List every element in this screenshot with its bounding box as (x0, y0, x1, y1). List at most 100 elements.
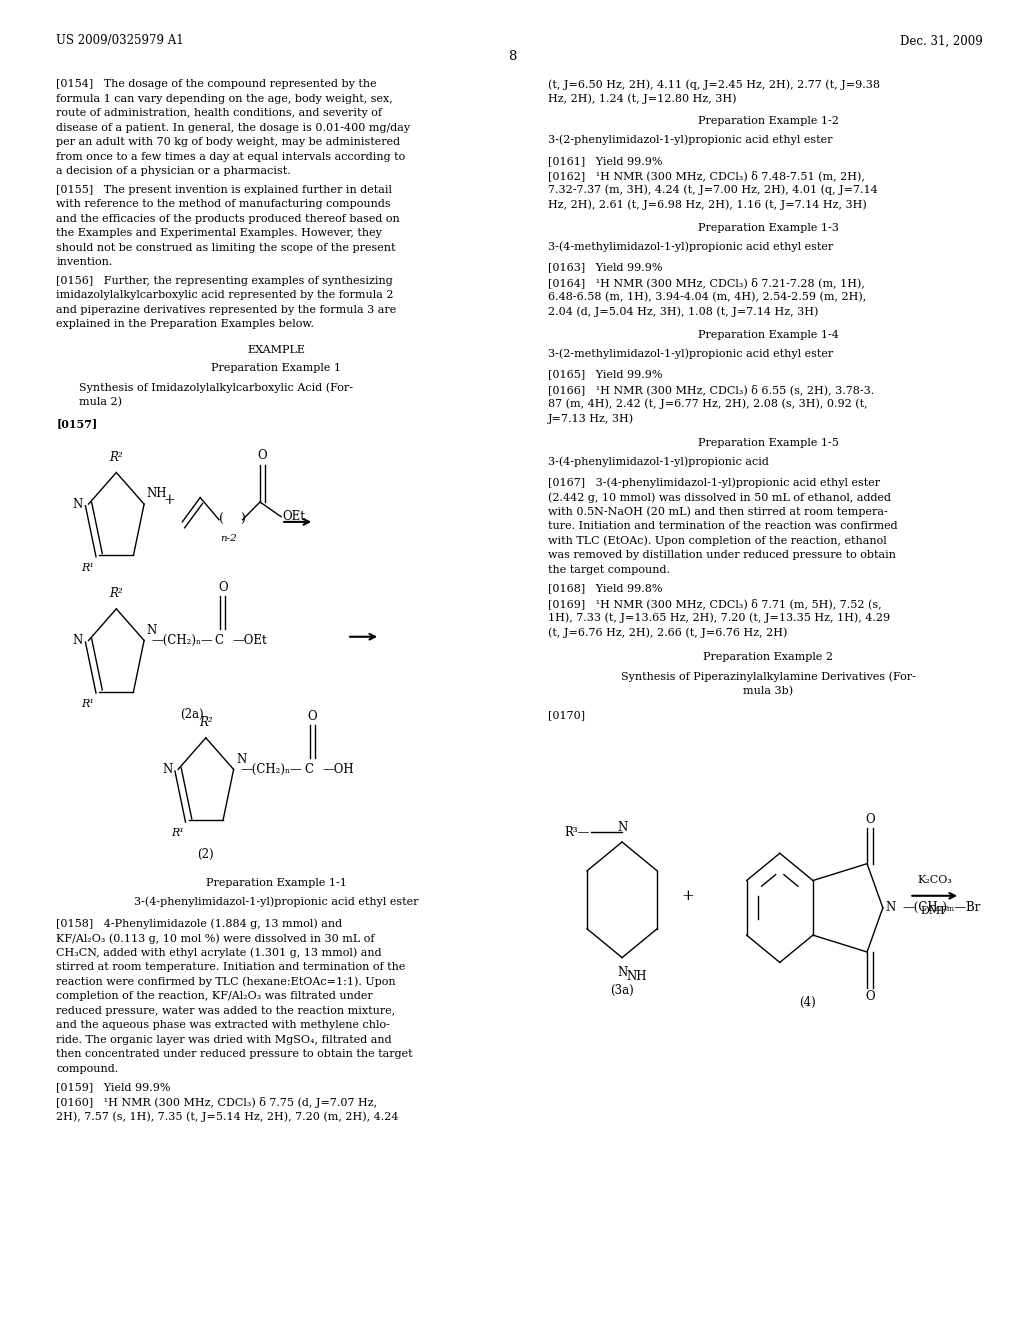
Text: —(CH₂)ₙ—: —(CH₂)ₙ— (152, 634, 213, 647)
Text: with reference to the method of manufacturing compounds: with reference to the method of manufact… (56, 199, 391, 210)
Text: [0159]   Yield 99.9%: [0159] Yield 99.9% (56, 1082, 171, 1093)
Text: R³—: R³— (564, 826, 590, 838)
Text: [0155]   The present invention is explained further in detail: [0155] The present invention is explaine… (56, 185, 392, 195)
Text: 3-(2-phenylimidazol-1-yl)propionic acid ethyl ester: 3-(2-phenylimidazol-1-yl)propionic acid … (548, 135, 833, 145)
Text: a decision of a physician or a pharmacist.: a decision of a physician or a pharmacis… (56, 166, 291, 177)
Text: stirred at room temperature. Initiation and termination of the: stirred at room temperature. Initiation … (56, 962, 406, 973)
Text: C: C (215, 634, 224, 647)
Text: mula 3b): mula 3b) (743, 686, 793, 697)
Text: (t, J=6.50 Hz, 2H), 4.11 (q, J=2.45 Hz, 2H), 2.77 (t, J=9.38: (t, J=6.50 Hz, 2H), 4.11 (q, J=2.45 Hz, … (548, 79, 880, 90)
Text: completion of the reaction, KF/Al₂O₃ was filtrated under: completion of the reaction, KF/Al₂O₃ was… (56, 991, 373, 1002)
Text: Hz, 2H), 2.61 (t, J=6.98 Hz, 2H), 1.16 (t, J=7.14 Hz, 3H): Hz, 2H), 2.61 (t, J=6.98 Hz, 2H), 1.16 (… (548, 199, 866, 210)
Text: from once to a few times a day at equal intervals according to: from once to a few times a day at equal … (56, 152, 406, 162)
Text: 3-(4-phenylimidazol-1-yl)propionic acid: 3-(4-phenylimidazol-1-yl)propionic acid (548, 457, 769, 467)
Text: explained in the Preparation Examples below.: explained in the Preparation Examples be… (56, 319, 314, 330)
Text: should not be construed as limiting the scope of the present: should not be construed as limiting the … (56, 243, 396, 253)
Text: [0163]   Yield 99.9%: [0163] Yield 99.9% (548, 263, 663, 273)
Text: [0166]   ¹H NMR (300 MHz, CDCl₃) δ 6.55 (s, 2H), 3.78-3.: [0166] ¹H NMR (300 MHz, CDCl₃) δ 6.55 (s… (548, 384, 874, 395)
Text: Preparation Example 1-1: Preparation Example 1-1 (206, 878, 347, 888)
Text: Preparation Example 1-4: Preparation Example 1-4 (697, 330, 839, 341)
Text: 2.04 (d, J=5.04 Hz, 3H), 1.08 (t, J=7.14 Hz, 3H): 2.04 (d, J=5.04 Hz, 3H), 1.08 (t, J=7.14… (548, 306, 818, 317)
Text: [0154]   The dosage of the compound represented by the: [0154] The dosage of the compound repres… (56, 79, 377, 90)
Text: NH: NH (627, 970, 647, 982)
Text: —(CH₂)ₘ—Br: —(CH₂)ₘ—Br (902, 902, 980, 915)
Text: (: ( (219, 513, 224, 527)
Text: with TLC (EtOAc). Upon completion of the reaction, ethanol: with TLC (EtOAc). Upon completion of the… (548, 536, 887, 546)
Text: O: O (218, 581, 227, 594)
Text: invention.: invention. (56, 257, 113, 268)
Text: 1H), 7.33 (t, J=13.65 Hz, 2H), 7.20 (t, J=13.35 Hz, 1H), 4.29: 1H), 7.33 (t, J=13.65 Hz, 2H), 7.20 (t, … (548, 612, 890, 623)
Text: 7.32-7.37 (m, 3H), 4.24 (t, J=7.00 Hz, 2H), 4.01 (q, J=7.14: 7.32-7.37 (m, 3H), 4.24 (t, J=7.00 Hz, 2… (548, 185, 878, 195)
Text: with 0.5N-NaOH (20 mL) and then stirred at room tempera-: with 0.5N-NaOH (20 mL) and then stirred … (548, 507, 888, 517)
Text: EXAMPLE: EXAMPLE (248, 345, 305, 355)
Text: and the efficacies of the products produced thereof based on: and the efficacies of the products produ… (56, 214, 400, 224)
Text: R²: R² (199, 715, 213, 729)
Text: [0156]   Further, the representing examples of synthesizing: [0156] Further, the representing example… (56, 276, 393, 286)
Text: —OEt: —OEt (232, 634, 267, 647)
Text: disease of a patient. In general, the dosage is 0.01-400 mg/day: disease of a patient. In general, the do… (56, 123, 411, 133)
Text: Preparation Example 2: Preparation Example 2 (703, 652, 833, 663)
Text: R¹: R¹ (171, 828, 184, 838)
Text: 6.48-6.58 (m, 1H), 3.94-4.04 (m, 4H), 2.54-2.59 (m, 2H),: 6.48-6.58 (m, 1H), 3.94-4.04 (m, 4H), 2.… (548, 292, 866, 302)
Text: formula 1 can vary depending on the age, body weight, sex,: formula 1 can vary depending on the age,… (56, 94, 393, 104)
Text: [0164]   ¹H NMR (300 MHz, CDCl₃) δ 7.21-7.28 (m, 1H),: [0164] ¹H NMR (300 MHz, CDCl₃) δ 7.21-7.… (548, 277, 864, 288)
Text: US 2009/0325979 A1: US 2009/0325979 A1 (56, 34, 184, 48)
Text: N: N (73, 498, 83, 511)
Text: Preparation Example 1-5: Preparation Example 1-5 (697, 438, 839, 449)
Text: (3a): (3a) (610, 985, 634, 997)
Text: OEt: OEt (283, 511, 305, 523)
Text: [0158]   4-Phenylimidazole (1.884 g, 13 mmol) and: [0158] 4-Phenylimidazole (1.884 g, 13 mm… (56, 919, 342, 929)
Text: 3-(4-phenylimidazol-1-yl)propionic acid ethyl ester: 3-(4-phenylimidazol-1-yl)propionic acid … (134, 896, 419, 907)
Text: and piperazine derivatives represented by the formula 3 are: and piperazine derivatives represented b… (56, 305, 396, 315)
Text: Preparation Example 1-3: Preparation Example 1-3 (697, 223, 839, 234)
Text: mula 2): mula 2) (79, 397, 122, 408)
Text: Synthesis of Imidazolylalkylcarboxylic Acid (For-: Synthesis of Imidazolylalkylcarboxylic A… (79, 383, 353, 393)
Text: ture. Initiation and termination of the reaction was confirmed: ture. Initiation and termination of the … (548, 521, 897, 532)
Text: (2a): (2a) (180, 708, 204, 721)
Text: 2H), 7.57 (s, 1H), 7.35 (t, J=5.14 Hz, 2H), 7.20 (m, 2H), 4.24: 2H), 7.57 (s, 1H), 7.35 (t, J=5.14 Hz, 2… (56, 1111, 398, 1122)
Text: [0157]: [0157] (56, 418, 97, 429)
Text: (2): (2) (198, 847, 214, 861)
Text: Hz, 2H), 1.24 (t, J=12.80 Hz, 3H): Hz, 2H), 1.24 (t, J=12.80 Hz, 3H) (548, 94, 736, 104)
Text: n-2: n-2 (220, 535, 237, 544)
Text: R¹: R¹ (82, 698, 94, 709)
Text: R¹: R¹ (82, 562, 94, 573)
Text: +: + (164, 494, 175, 507)
Text: N: N (885, 902, 895, 915)
Text: N: N (236, 752, 246, 766)
Text: compound.: compound. (56, 1064, 119, 1074)
Text: NH: NH (146, 487, 167, 500)
Text: the target compound.: the target compound. (548, 565, 670, 576)
Text: R²: R² (110, 587, 123, 601)
Text: and the aqueous phase was extracted with methylene chlo-: and the aqueous phase was extracted with… (56, 1020, 390, 1031)
Text: O: O (865, 813, 874, 826)
Text: per an adult with 70 kg of body weight, may be administered: per an adult with 70 kg of body weight, … (56, 137, 400, 148)
Text: [0165]   Yield 99.9%: [0165] Yield 99.9% (548, 370, 663, 380)
Text: ): ) (240, 513, 245, 527)
Text: reaction were confirmed by TLC (hexane:EtOAc=1:1). Upon: reaction were confirmed by TLC (hexane:E… (56, 977, 396, 987)
Text: [0170]: [0170] (548, 710, 585, 721)
Text: O: O (865, 990, 874, 1003)
Text: Preparation Example 1-2: Preparation Example 1-2 (697, 116, 839, 127)
Text: Synthesis of Piperazinylalkylamine Derivatives (For-: Synthesis of Piperazinylalkylamine Deriv… (621, 672, 915, 682)
Text: [0167]   3-(4-phenylimidazol-1-yl)propionic acid ethyl ester: [0167] 3-(4-phenylimidazol-1-yl)propioni… (548, 478, 880, 488)
Text: (2.442 g, 10 mmol) was dissolved in 50 mL of ethanol, added: (2.442 g, 10 mmol) was dissolved in 50 m… (548, 492, 891, 503)
Text: [0169]   ¹H NMR (300 MHz, CDCl₃) δ 7.71 (m, 5H), 7.52 (s,: [0169] ¹H NMR (300 MHz, CDCl₃) δ 7.71 (m… (548, 598, 882, 609)
Text: route of administration, health conditions, and severity of: route of administration, health conditio… (56, 108, 382, 119)
Text: then concentrated under reduced pressure to obtain the target: then concentrated under reduced pressure… (56, 1049, 413, 1060)
Text: 87 (m, 4H), 2.42 (t, J=6.77 Hz, 2H), 2.08 (s, 3H), 0.92 (t,: 87 (m, 4H), 2.42 (t, J=6.77 Hz, 2H), 2.0… (548, 399, 867, 409)
Text: [0160]   ¹H NMR (300 MHz, CDCl₃) δ 7.75 (d, J=7.07 Hz,: [0160] ¹H NMR (300 MHz, CDCl₃) δ 7.75 (d… (56, 1097, 378, 1107)
Text: C: C (304, 763, 313, 776)
Text: N: N (616, 821, 628, 834)
Text: [0168]   Yield 99.8%: [0168] Yield 99.8% (548, 583, 663, 594)
Text: O: O (258, 449, 267, 462)
Text: KF/Al₂O₃ (0.113 g, 10 mol %) were dissolved in 30 mL of: KF/Al₂O₃ (0.113 g, 10 mol %) were dissol… (56, 933, 375, 944)
Text: N: N (73, 634, 83, 647)
Text: was removed by distillation under reduced pressure to obtain: was removed by distillation under reduce… (548, 550, 896, 561)
Text: DMF: DMF (921, 907, 948, 916)
Text: imidazolylalkylcarboxylic acid represented by the formula 2: imidazolylalkylcarboxylic acid represent… (56, 290, 394, 301)
Text: N: N (146, 624, 157, 636)
Text: O: O (307, 710, 317, 723)
Text: [0162]   ¹H NMR (300 MHz, CDCl₃) δ 7.48-7.51 (m, 2H),: [0162] ¹H NMR (300 MHz, CDCl₃) δ 7.48-7.… (548, 170, 864, 181)
Text: J=7.13 Hz, 3H): J=7.13 Hz, 3H) (548, 413, 634, 424)
